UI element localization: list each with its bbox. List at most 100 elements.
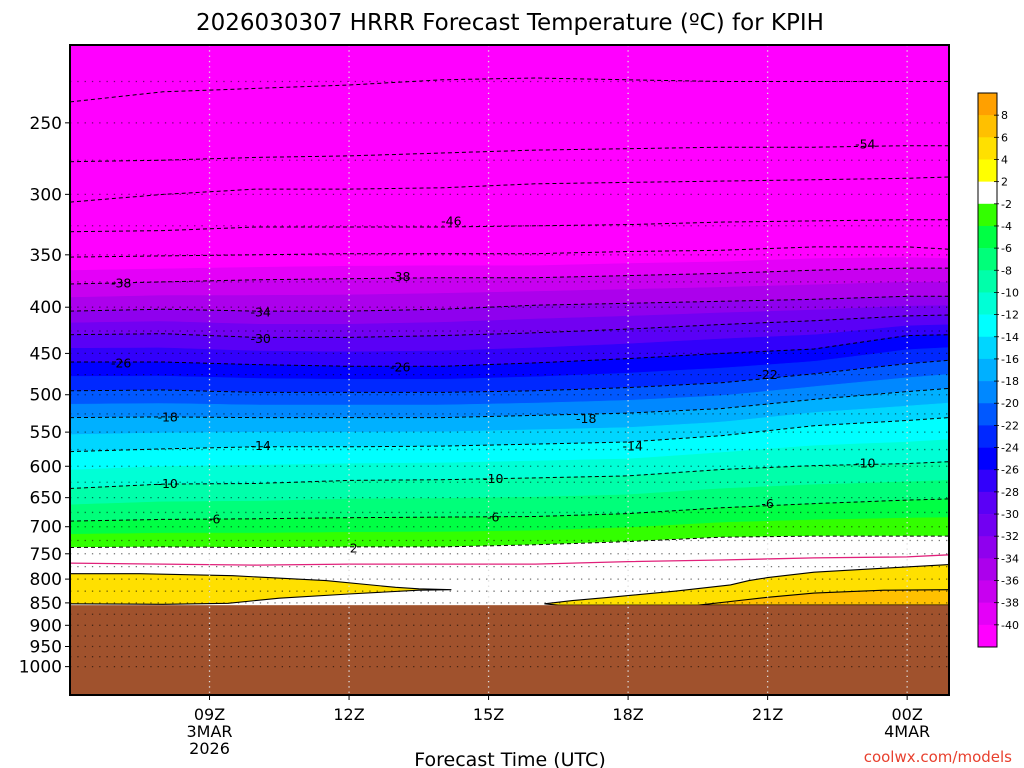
colorbar-label: 4	[1001, 153, 1008, 166]
isotherm-line	[70, 498, 949, 522]
isotherm-line	[70, 387, 949, 419]
isotherm-line	[70, 535, 949, 549]
colorbar-cell	[978, 248, 997, 271]
y-tick-label: 600	[30, 457, 62, 477]
contour-label: -10	[157, 476, 177, 491]
colorbar-label: -26	[1001, 464, 1019, 477]
y-tick-label: 1000	[19, 658, 62, 678]
contour-label: -14	[623, 439, 643, 454]
colorbar-label: -40	[1001, 619, 1019, 632]
isotherm-line	[70, 334, 949, 367]
colorbar-label: -10	[1001, 286, 1019, 299]
isotherm-line	[70, 314, 949, 338]
y-tick-label: 500	[30, 386, 62, 406]
contour-label: -18	[576, 411, 596, 426]
isotherm-line	[70, 461, 949, 489]
isotherm-line	[70, 219, 949, 233]
contour-label: -38	[111, 275, 131, 290]
colorbar-legend: 8 6 4 2 -2 -4 -6 -8 -10 -12 -14 -16 -18 -20 -22 -24 -26 -…	[977, 92, 1019, 648]
isotherm-line	[70, 176, 949, 203]
colorbar-label: -2	[1001, 198, 1012, 211]
x-tick-label: 09Z	[194, 705, 225, 724]
colorbar-label: -14	[1001, 331, 1019, 344]
colorbar-cell	[978, 159, 997, 182]
isotherm-line	[70, 246, 949, 258]
contour-label: -30	[250, 331, 270, 346]
warm-isotherm-line	[544, 564, 949, 606]
source-credit[interactable]: coolwx.com/models	[864, 748, 1012, 766]
colorbar-cell	[978, 491, 997, 515]
warm-region-fill	[70, 573, 452, 605]
colorbar-cell	[978, 137, 997, 160]
y-tick-label: 550	[30, 423, 62, 443]
y-tick-label: 900	[30, 616, 62, 636]
x-tick-label: 15Z	[473, 705, 504, 724]
contour-label: -6	[761, 496, 774, 511]
colorbar-cell	[978, 536, 997, 559]
colorbar-label: -30	[1001, 508, 1019, 521]
contour-label: -6	[487, 510, 500, 525]
x-tick-label: 12Z	[333, 705, 364, 724]
contour-label: -54	[855, 137, 875, 152]
colorbar-label: -34	[1001, 552, 1019, 565]
x-tick-label: 4MAR	[884, 722, 930, 741]
colorbar-label: -18	[1001, 375, 1019, 388]
colorbar-cell	[978, 602, 997, 626]
colorbar-label: -12	[1001, 309, 1019, 322]
contour-label: -10	[483, 471, 503, 486]
colorbar-cell	[978, 270, 997, 293]
plot-area	[70, 45, 949, 695]
colorbar-label: -32	[1001, 530, 1019, 543]
colorbar-cell	[978, 403, 997, 426]
colorbar-cell	[978, 314, 997, 338]
colorbar-cell	[978, 580, 997, 603]
colorbar-cell	[978, 203, 997, 227]
contour-label: -22	[757, 367, 777, 382]
isotherm-line	[70, 295, 949, 312]
colorbar-cell	[978, 514, 997, 537]
colorbar-cell	[978, 425, 997, 448]
isotherm-line	[70, 359, 949, 393]
x-tick-label: 18Z	[612, 705, 643, 724]
warm-region-fill	[697, 589, 949, 606]
y-tick-label: 750	[30, 545, 62, 565]
colorbar-cell	[978, 336, 997, 360]
ground-fill	[70, 605, 949, 695]
y-tick-label: 700	[30, 518, 62, 538]
colorbar-label: -16	[1001, 353, 1019, 366]
colorbar-label: -36	[1001, 575, 1019, 588]
colorbar-cell	[978, 558, 997, 581]
y-tick-label: 800	[30, 570, 62, 590]
colorbar-label: -22	[1001, 419, 1019, 432]
plot-frame	[69, 44, 950, 696]
contour-label: -6	[208, 511, 221, 526]
colorbar-cell	[978, 93, 997, 116]
colorbar-cell	[978, 469, 997, 493]
chart-title: 2026030307 HRRR Forecast Temperature (ºC…	[196, 10, 824, 36]
y-tick-label: 950	[30, 638, 62, 658]
colorbar-label: 8	[1001, 109, 1008, 122]
colorbar-label: -20	[1001, 397, 1019, 410]
contour-label: -34	[250, 305, 270, 320]
colorbar-frame	[977, 92, 998, 648]
x-tick-label: 2026	[189, 739, 230, 758]
colorbar-label: 6	[1001, 131, 1008, 144]
colorbar-label: -8	[1001, 264, 1012, 277]
plot-overlay: -54 -46 -38 -38 -34 -30 -26 -26 -22 -18 -18 -14 -14 -…	[69, 44, 950, 696]
contour-label: -18	[157, 409, 177, 424]
freezing-line	[70, 554, 949, 566]
contour-label: -46	[441, 213, 461, 228]
colorbar-cell	[978, 292, 997, 315]
contour-label: -26	[111, 355, 131, 370]
contour-label: -14	[250, 438, 270, 453]
colorbar-label: -28	[1001, 486, 1019, 499]
isotherm-line	[70, 417, 949, 453]
isotherm-line	[70, 267, 949, 285]
isotherm-line	[70, 77, 949, 103]
x-tick-label: 3MAR	[187, 722, 233, 741]
colorbar-cell	[978, 358, 997, 382]
x-tick-label: 00Z	[891, 705, 922, 724]
x-axis-label: Forecast Time (UTC)	[414, 749, 605, 768]
